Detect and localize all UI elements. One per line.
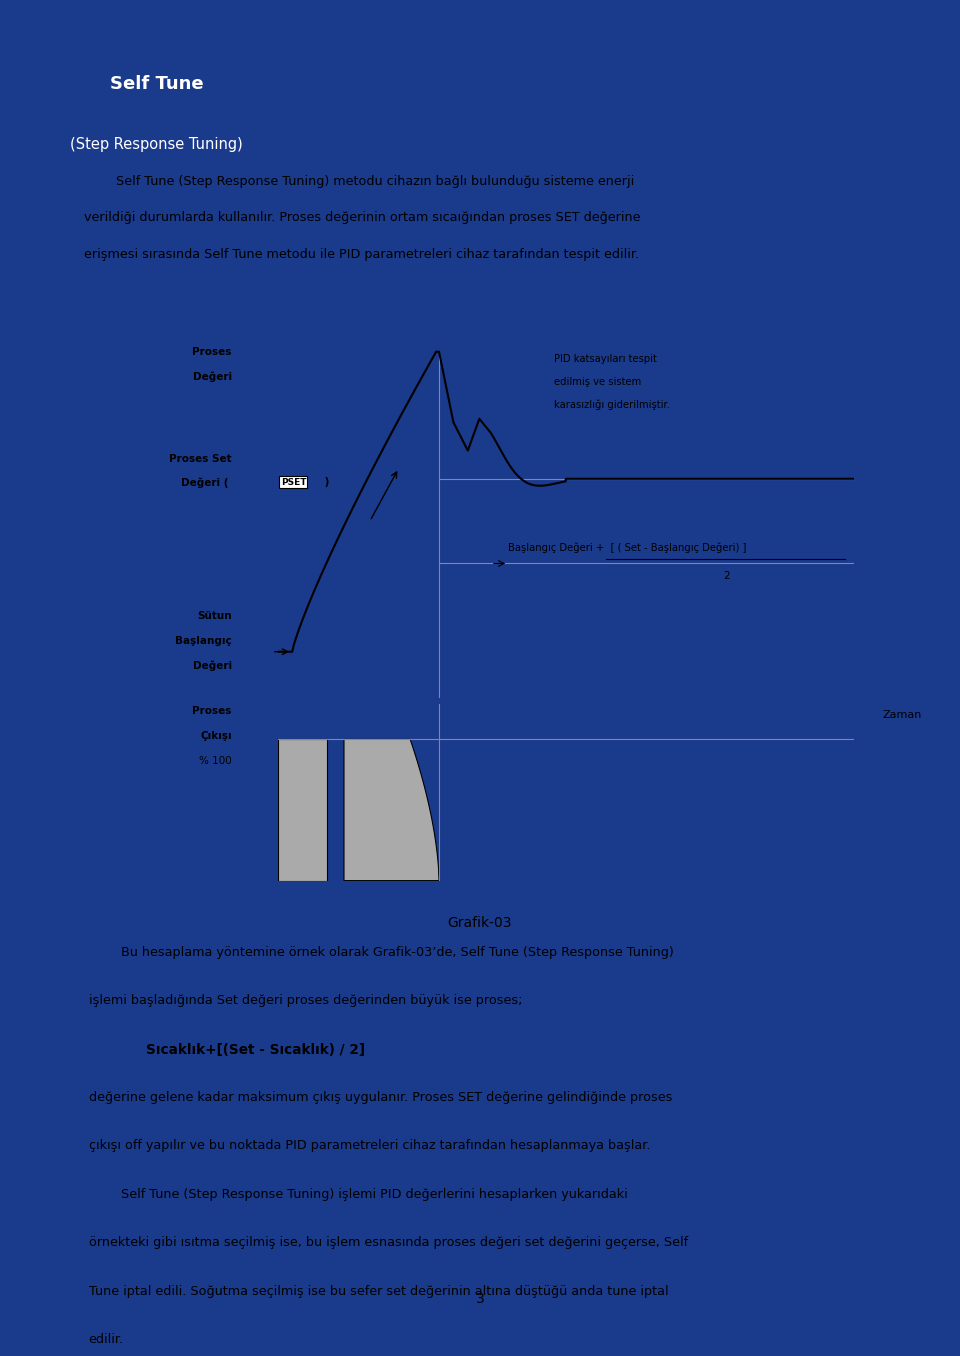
Text: edilir.: edilir. (88, 1333, 124, 1347)
Text: ): ) (321, 477, 329, 487)
Text: Grafik-03: Grafik-03 (447, 915, 513, 930)
Text: erişmesi sırasında Self Tune metodu ile PID parametreleri cihaz tarafından tespi: erişmesi sırasında Self Tune metodu ile … (84, 248, 639, 260)
Text: Zaman: Zaman (882, 711, 922, 720)
Text: Değeri: Değeri (193, 660, 231, 671)
Text: Self Tune: Self Tune (110, 75, 204, 94)
Text: Çıkışı: Çıkışı (200, 731, 231, 740)
Text: karasızlığı giderilmiştir.: karasızlığı giderilmiştir. (554, 400, 670, 410)
Text: Değeri: Değeri (193, 372, 231, 381)
Text: Sütun: Sütun (197, 612, 231, 621)
Text: PSET: PSET (280, 477, 306, 487)
Text: % 100: % 100 (199, 755, 231, 766)
Text: PID katsayıları tespit: PID katsayıları tespit (554, 354, 657, 363)
Text: Self Tune (Step Response Tuning) metodu cihazın bağlı bulunduğu sisteme enerji: Self Tune (Step Response Tuning) metodu … (84, 175, 635, 187)
Polygon shape (344, 739, 439, 880)
Text: Sıcaklık+[(Set - Sıcaklık) / 2]: Sıcaklık+[(Set - Sıcaklık) / 2] (88, 1043, 365, 1056)
Polygon shape (277, 739, 326, 880)
Text: Proses: Proses (192, 706, 231, 716)
Bar (40, 24, 920, 100)
Text: Başlangıç: Başlangıç (175, 636, 231, 647)
Text: Başlangıç Değeri +  [ ( Set - Başlangıç Değeri) ]: Başlangıç Değeri + [ ( Set - Başlangıç D… (508, 542, 747, 553)
Bar (40, 24, 274, 186)
Text: Proses: Proses (192, 347, 231, 357)
Text: Self Tune (Step Response Tuning) işlemi PID değerlerini hesaplarken yukarıdaki: Self Tune (Step Response Tuning) işlemi … (88, 1188, 628, 1201)
Text: Proses Set: Proses Set (169, 454, 231, 464)
Text: verildiği durumlarda kullanılır. Proses değerinin ortam sıcaığından proses SET d: verildiği durumlarda kullanılır. Proses … (84, 212, 640, 224)
Text: örnekteki gibi ısıtma seçilmiş ise, bu işlem esnasında proses değeri set değerin: örnekteki gibi ısıtma seçilmiş ise, bu i… (88, 1237, 687, 1249)
Text: (Step Response Tuning): (Step Response Tuning) (70, 137, 243, 152)
Text: edilmiş ve sistem: edilmiş ve sistem (554, 377, 641, 386)
Text: işlemi başladığında Set değeri proses değerinden büyük ise proses;: işlemi başladığında Set değeri proses de… (88, 994, 522, 1008)
Text: Tune iptal edili. Soğutma seçilmiş ise bu sefer set değerinin altına düştüğü and: Tune iptal edili. Soğutma seçilmiş ise b… (88, 1284, 668, 1298)
Text: 3: 3 (475, 1292, 485, 1306)
Text: Bu hesaplama yöntemine örnek olarak Grafik-03’de, Self Tune (Step Response Tunin: Bu hesaplama yöntemine örnek olarak Graf… (88, 946, 673, 959)
Text: çıkışı off yapılır ve bu noktada PID parametreleri cihaz tarafından hesaplanmaya: çıkışı off yapılır ve bu noktada PID par… (88, 1139, 650, 1153)
Text: Değeri (: Değeri ( (180, 477, 231, 488)
Text: 2: 2 (724, 571, 731, 580)
Text: değerine gelene kadar maksimum çıkış uygulanır. Proses SET değerine gelindiğinde: değerine gelene kadar maksimum çıkış uyg… (88, 1092, 672, 1104)
